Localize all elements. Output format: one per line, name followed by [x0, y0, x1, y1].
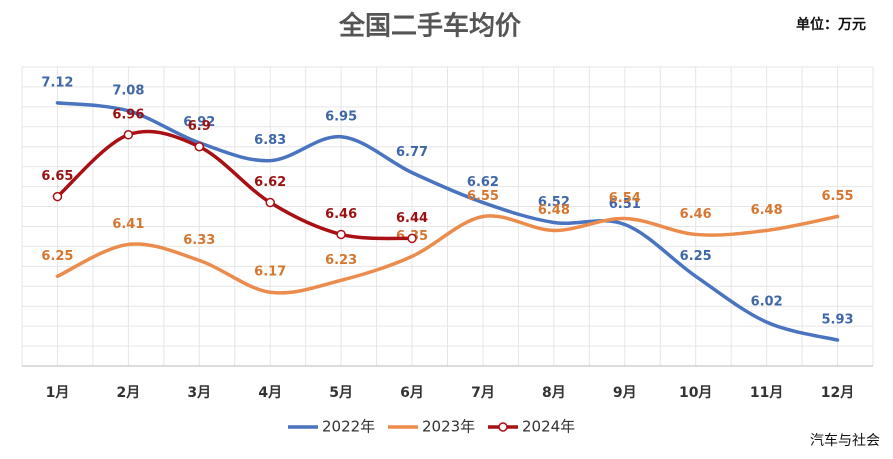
x-tick-label: 6月 [400, 385, 424, 401]
data-label: 6.55 [467, 189, 499, 204]
data-label: 6.52 [538, 195, 570, 210]
data-label: 6.48 [538, 203, 570, 218]
data-label: 6.95 [325, 109, 357, 124]
x-tick-label: 9月 [613, 385, 637, 401]
x-tick-label: 3月 [187, 385, 211, 401]
data-label: 6.9 [188, 119, 211, 134]
legend-marker [498, 422, 508, 432]
data-label: 6.33 [183, 233, 215, 248]
legend-label: 2023年 [422, 418, 475, 436]
x-tick-label: 8月 [542, 385, 566, 401]
data-label: 6.46 [325, 207, 357, 222]
data-label: 6.62 [254, 175, 286, 190]
data-label: 6.25 [680, 249, 712, 264]
data-label: 6.62 [467, 175, 499, 190]
x-tick-label: 1月 [46, 385, 70, 401]
x-tick-label: 4月 [258, 385, 282, 401]
data-label: 6.25 [41, 249, 73, 264]
x-tick-label: 7月 [471, 385, 495, 401]
data-label: 6.96 [112, 107, 144, 122]
legend-label: 2022年 [322, 418, 375, 436]
data-label: 6.46 [680, 207, 712, 222]
data-label: 6.51 [609, 197, 641, 212]
series: 6.65 6.96 6.9 6.62 6.46 6.44 [41, 107, 428, 244]
legend: 2022年 2023年 2024年 [288, 418, 575, 436]
data-label: 6.48 [751, 203, 783, 218]
marker [407, 233, 417, 244]
data-label: 7.12 [41, 75, 73, 90]
marker [265, 197, 275, 208]
source-label: 汽车与社会 [810, 432, 880, 449]
x-tick-label: 5月 [329, 385, 353, 401]
data-label: 5.93 [822, 313, 854, 328]
data-label: 6.54 [609, 191, 641, 206]
data-label: 6.02 [751, 295, 783, 310]
data-label: 6.65 [41, 169, 73, 184]
data-label: 7.08 [112, 83, 144, 98]
legend-label: 2024年 [522, 418, 575, 436]
data-label: 6.41 [112, 217, 144, 232]
x-tick-label: 10月 [679, 385, 712, 401]
marker [336, 229, 346, 240]
data-label: 6.77 [396, 145, 428, 160]
data-label: 6.44 [396, 211, 428, 226]
marker [123, 130, 134, 140]
data-label: 6.83 [254, 133, 286, 148]
x-tick-label: 12月 [821, 385, 854, 401]
data-label: 6.92 [183, 115, 215, 130]
series-line [55, 214, 840, 295]
data-label: 6.55 [822, 189, 854, 204]
chart-title: 全国二手车均价 [338, 11, 522, 42]
x-tick-label: 2月 [117, 385, 141, 401]
data-label: 6.23 [325, 253, 357, 268]
series: 6.256.416.336.176.236.356.556.486.546.46… [41, 189, 854, 295]
x-tick-label: 11月 [750, 385, 783, 401]
marker [52, 191, 63, 202]
data-label: 6.17 [254, 265, 286, 280]
unit-label: 单位：万元 [796, 16, 866, 33]
marker [194, 141, 205, 152]
